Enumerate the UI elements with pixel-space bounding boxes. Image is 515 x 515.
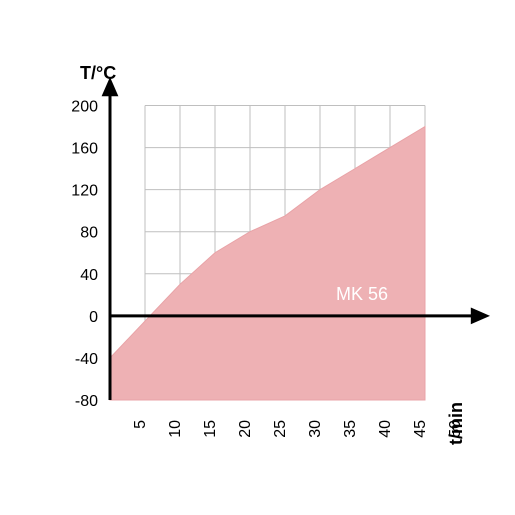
series-label: MK 56	[336, 284, 388, 304]
x-tick-label: 5	[132, 420, 149, 429]
x-tick-label: 35	[342, 420, 359, 438]
temperature-chart: -80-40040801201602005101520253035404550T…	[0, 0, 515, 515]
y-tick-label: 160	[71, 141, 98, 158]
y-tick-label: -80	[75, 393, 98, 410]
x-tick-label: 30	[307, 420, 324, 438]
y-axis-label: T/°C	[80, 63, 116, 83]
y-tick-label: 80	[80, 225, 98, 242]
x-tick-label: 45	[412, 420, 429, 438]
y-tick-label: 40	[80, 267, 98, 284]
x-tick-label: 15	[202, 420, 219, 438]
y-tick-label: -40	[75, 351, 98, 368]
y-tick-label: 0	[89, 309, 98, 326]
x-tick-label: 10	[167, 420, 184, 438]
chart-svg: -80-40040801201602005101520253035404550T…	[0, 0, 515, 515]
x-axis-label: t/min	[446, 402, 466, 445]
x-tick-label: 25	[272, 420, 289, 438]
y-tick-label: 200	[71, 99, 98, 116]
y-tick-label: 120	[71, 183, 98, 200]
x-tick-label: 20	[237, 420, 254, 438]
x-tick-label: 40	[377, 420, 394, 438]
